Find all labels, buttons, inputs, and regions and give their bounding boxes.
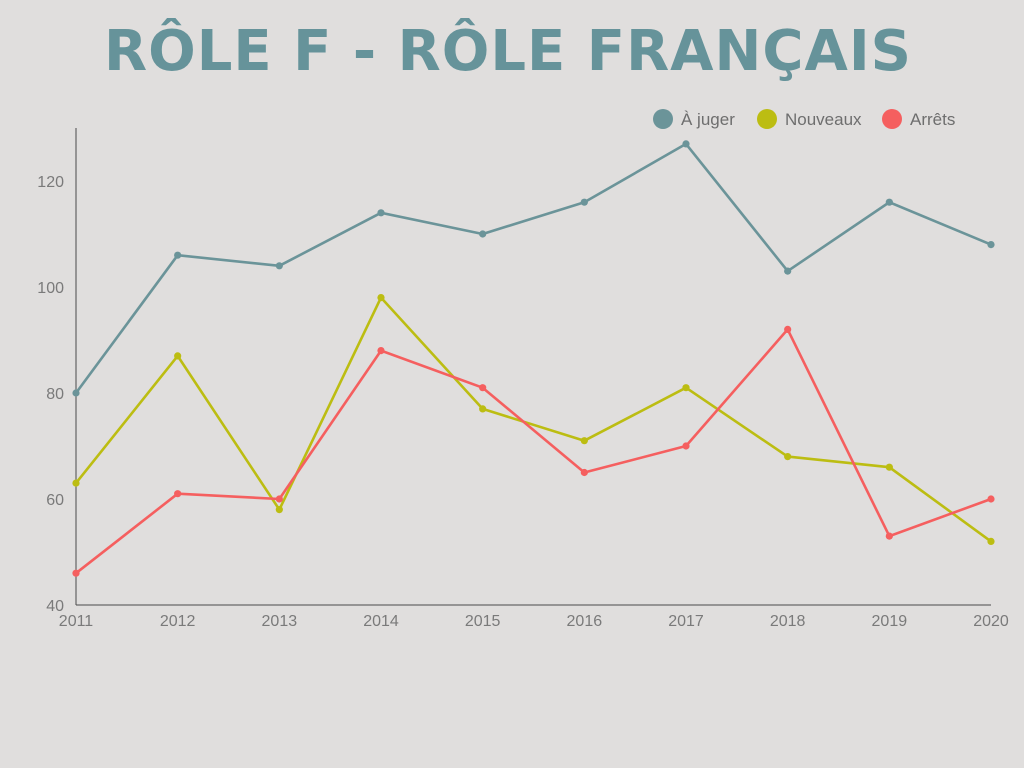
series-3: [72, 325, 995, 577]
data-point: [784, 267, 792, 275]
x-tick-label: 2016: [567, 613, 603, 630]
x-tick-label: 2011: [59, 613, 94, 630]
legend-label: À juger: [681, 110, 735, 129]
data-point: [682, 140, 690, 148]
x-tick-label: 2015: [465, 613, 501, 630]
series-line: [75, 328, 992, 575]
x-tick-label: 2018: [770, 613, 806, 630]
x-tick-label: 2013: [262, 613, 298, 630]
y-tick-label: 80: [46, 386, 64, 403]
data-point: [377, 209, 385, 217]
series-line: [74, 296, 992, 543]
x-tick-label: 2019: [872, 613, 908, 630]
y-tick-label: 60: [46, 492, 64, 509]
data-point: [479, 405, 487, 413]
legend-label: Arrêts: [910, 110, 955, 129]
data-point: [580, 198, 588, 206]
data-point: [580, 437, 588, 445]
legend-label: Nouveaux: [785, 110, 862, 129]
series-line: [74, 142, 992, 394]
data-point: [784, 325, 792, 333]
data-point: [987, 537, 995, 546]
legend-marker: [882, 109, 902, 129]
series-1: [72, 140, 995, 397]
data-point: [275, 262, 283, 270]
y-tick-label: 100: [37, 280, 64, 297]
x-tick-label: 2014: [363, 613, 399, 630]
series-lines: [72, 140, 995, 577]
data-point: [784, 453, 792, 461]
data-point: [885, 463, 893, 471]
data-point: [72, 569, 80, 577]
x-tick-label: 2020: [973, 613, 1009, 630]
data-point: [580, 468, 588, 477]
y-tick-label: 120: [37, 174, 64, 191]
legend-item: Nouveaux: [757, 109, 862, 129]
y-tick-label: 40: [46, 598, 64, 615]
data-point: [479, 230, 487, 238]
data-point: [72, 479, 80, 487]
legend-marker: [653, 109, 673, 129]
data-point: [174, 490, 182, 498]
data-point: [377, 347, 385, 355]
x-tick-label: 2012: [160, 613, 196, 630]
data-point: [682, 442, 690, 450]
data-point: [885, 532, 893, 540]
chart-title: RÔLE F - RÔLE FRANÇAIS: [104, 19, 912, 84]
data-point: [479, 384, 487, 392]
data-point: [987, 241, 995, 249]
data-point: [885, 198, 893, 206]
axes: 40 60 80 100 120 2011 2012 2013 2014 2015 2016 2017…: [37, 128, 1009, 630]
legend-item: Arrêts: [882, 109, 955, 129]
data-point: [174, 251, 182, 259]
legend: À juger Nouveaux Arrêts: [653, 109, 955, 129]
data-point: [377, 294, 385, 302]
x-tick-label: 2017: [668, 613, 704, 630]
data-point: [275, 506, 283, 514]
data-point: [987, 495, 995, 503]
legend-item: À juger: [653, 109, 735, 129]
legend-marker: [757, 109, 777, 129]
data-point: [174, 352, 182, 360]
data-point: [72, 389, 80, 397]
data-point: [682, 384, 690, 392]
series-2: [72, 294, 995, 546]
data-point: [275, 495, 283, 503]
